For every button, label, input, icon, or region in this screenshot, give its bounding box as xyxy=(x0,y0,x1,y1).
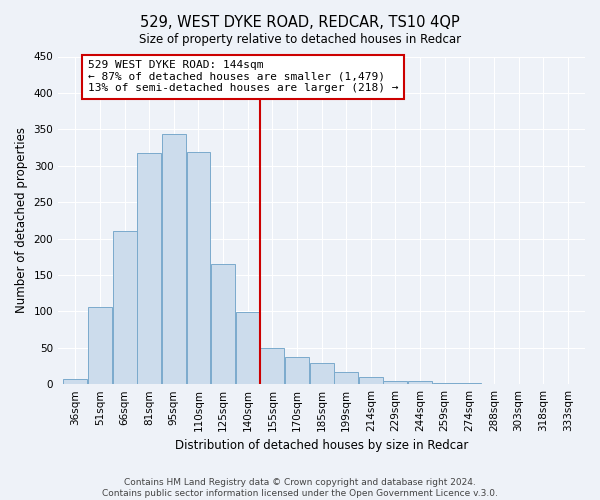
Text: 529 WEST DYKE ROAD: 144sqm
← 87% of detached houses are smaller (1,479)
13% of s: 529 WEST DYKE ROAD: 144sqm ← 87% of deta… xyxy=(88,60,398,94)
Bar xyxy=(187,152,211,384)
Bar xyxy=(137,154,161,384)
X-axis label: Distribution of detached houses by size in Redcar: Distribution of detached houses by size … xyxy=(175,440,468,452)
Bar xyxy=(64,379,88,384)
Bar xyxy=(236,312,260,384)
Text: Contains HM Land Registry data © Crown copyright and database right 2024.
Contai: Contains HM Land Registry data © Crown c… xyxy=(102,478,498,498)
Bar xyxy=(334,372,358,384)
Bar xyxy=(88,307,112,384)
Bar xyxy=(162,134,186,384)
Bar xyxy=(113,232,137,384)
Bar xyxy=(310,363,334,384)
Bar xyxy=(285,357,309,384)
Y-axis label: Number of detached properties: Number of detached properties xyxy=(15,128,28,314)
Text: Size of property relative to detached houses in Redcar: Size of property relative to detached ho… xyxy=(139,32,461,46)
Bar xyxy=(211,264,235,384)
Text: 529, WEST DYKE ROAD, REDCAR, TS10 4QP: 529, WEST DYKE ROAD, REDCAR, TS10 4QP xyxy=(140,15,460,30)
Bar xyxy=(408,382,432,384)
Bar xyxy=(359,377,383,384)
Bar xyxy=(260,348,284,384)
Bar xyxy=(383,380,407,384)
